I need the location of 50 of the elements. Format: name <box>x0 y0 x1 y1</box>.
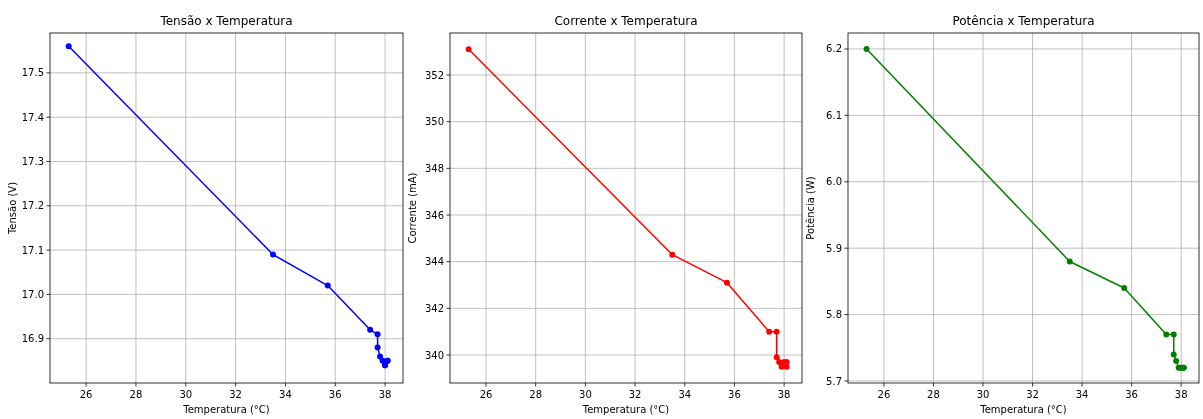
y-tick-label: 17.3 <box>21 155 44 167</box>
y-tick-label: 342 <box>424 302 444 314</box>
y-tick-label: 5.8 <box>826 309 842 321</box>
x-tick-label: 30 <box>179 389 193 400</box>
x-tick-label: 28 <box>529 389 543 400</box>
y-tick-label: 6.1 <box>826 109 842 121</box>
y-axis-title: Potência (W) <box>805 176 816 240</box>
y-tick-label: 5.7 <box>826 375 842 387</box>
x-tick-label: 30 <box>976 389 990 400</box>
x-tick-label: 34 <box>678 389 692 400</box>
y-tick-label: 346 <box>424 209 444 221</box>
x-tick-label: 26 <box>877 389 891 400</box>
x-tick-label: 38 <box>378 389 392 400</box>
x-tick-label: 26 <box>79 389 93 400</box>
chart-title: Potência x Temperatura <box>952 14 1095 28</box>
y-tick-label: 6.0 <box>826 176 842 188</box>
y-tick-label: 340 <box>424 349 444 361</box>
chart-title: Tensão x Temperatura <box>159 14 293 28</box>
chart-title: Corrente x Temperatura <box>554 14 698 28</box>
x-tick-label: 36 <box>728 389 741 400</box>
y-tick-label: 352 <box>424 69 444 81</box>
x-tick-label: 32 <box>229 389 242 400</box>
x-tick-label: 36 <box>1125 389 1138 400</box>
y-tick-label: 17.4 <box>21 111 44 123</box>
y-axis-title: Corrente (mA) <box>407 172 418 244</box>
x-tick-label: 36 <box>328 389 342 400</box>
x-tick-label: 38 <box>1174 389 1188 400</box>
x-tick-label: 38 <box>777 389 791 400</box>
y-tick-label: 5.9 <box>826 242 842 254</box>
y-tick-label: 350 <box>424 116 444 128</box>
x-tick-label: 28 <box>927 389 940 400</box>
y-axis-title: Tensão (V) <box>7 181 18 236</box>
x-tick-label: 30 <box>579 389 592 400</box>
y-tick-label: 17.5 <box>21 67 44 79</box>
y-tick-label: 16.9 <box>21 333 44 345</box>
y-tick-label: 344 <box>424 256 444 268</box>
y-tick-label: 6.2 <box>826 43 842 55</box>
x-tick-label: 32 <box>1026 389 1039 400</box>
y-tick-label: 348 <box>424 162 444 174</box>
x-axis-title: Temperatura (°C) <box>581 404 670 415</box>
x-tick-label: 32 <box>628 389 642 400</box>
y-tick-label: 17.1 <box>21 244 44 256</box>
x-tick-label: 34 <box>1075 389 1089 400</box>
x-tick-label: 28 <box>129 389 143 400</box>
x-tick-label: 34 <box>279 389 292 400</box>
y-tick-label: 17.2 <box>21 200 44 212</box>
y-tick-label: 17.0 <box>21 288 44 300</box>
x-tick-label: 26 <box>479 389 493 400</box>
x-axis-title: Temperatura (°C) <box>979 404 1067 415</box>
x-axis-title: Temperatura (°C) <box>182 404 270 415</box>
